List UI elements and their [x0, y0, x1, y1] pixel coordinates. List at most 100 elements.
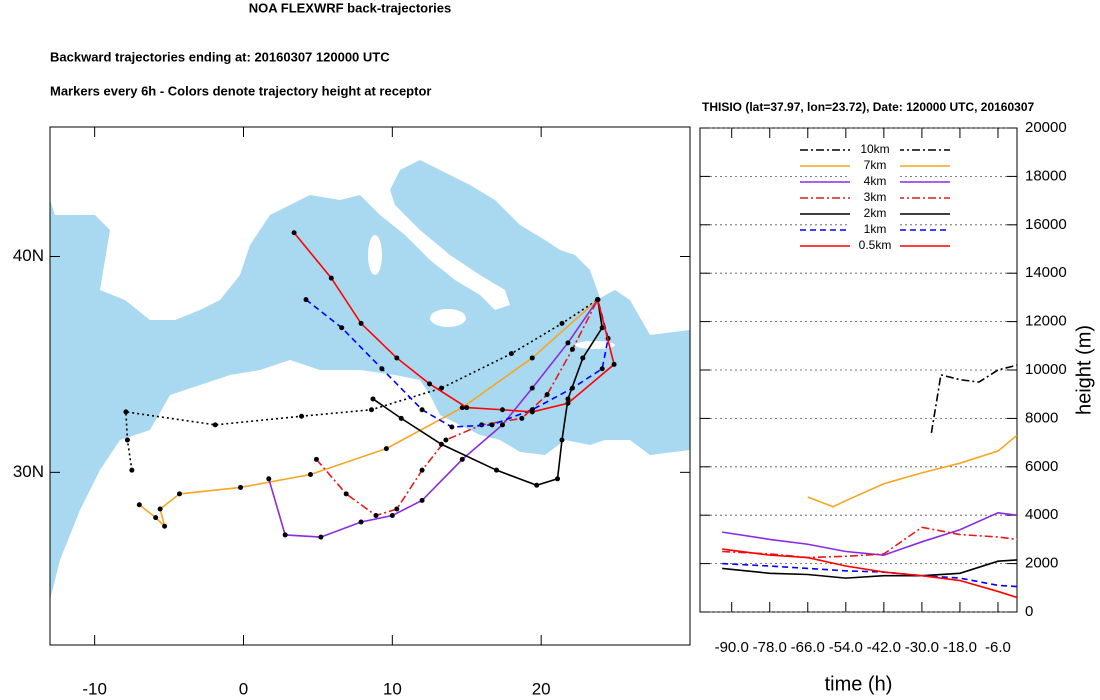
island [430, 309, 466, 327]
marker [394, 506, 400, 512]
marker [519, 415, 525, 421]
marker [389, 513, 395, 518]
marker [339, 325, 345, 331]
legend-bg [850, 191, 900, 205]
marker [529, 355, 535, 361]
marker [438, 441, 444, 447]
marker [238, 484, 244, 490]
marker [162, 523, 168, 529]
chart-title: THISIO (lat=37.97, lon=23.72), Date: 120… [702, 100, 1035, 114]
marker [499, 422, 505, 428]
map [50, 127, 690, 645]
legend-label: 10km [860, 142, 889, 156]
subtitle: Markers every 6h - Colors denote traject… [50, 83, 431, 98]
marker [307, 471, 313, 477]
y-axis-label: height (m) [1073, 325, 1095, 415]
legend-label: 3km [864, 190, 887, 204]
legend-label: 2km [864, 206, 887, 220]
title: NOA FLEXWRF back-trajectories [249, 0, 452, 15]
marker [383, 446, 389, 452]
chart: -10 0 10 20 30N 40N [13, 127, 690, 698]
marker [379, 366, 385, 372]
x-tick-label: -18.0 [943, 639, 977, 656]
marker [559, 320, 565, 326]
marker [370, 396, 376, 402]
marker [559, 437, 565, 443]
x-tick-label: -42.0 [867, 639, 901, 656]
marker [212, 422, 218, 428]
marker [176, 491, 182, 497]
series-line [807, 434, 1017, 508]
marker [419, 407, 425, 413]
x-tick-label: 0 [239, 679, 248, 698]
marker [427, 381, 433, 387]
legend-bg [850, 159, 900, 173]
y-tick-label: 18000 [1025, 167, 1067, 184]
x-tick-label: -10 [82, 679, 107, 698]
marker [124, 437, 130, 443]
marker [303, 297, 309, 303]
legend-bg [850, 239, 900, 253]
map-frame [49, 126, 691, 646]
series-line [125, 299, 599, 471]
series-line [722, 548, 1017, 599]
marker [282, 532, 288, 538]
legend-label: 1km [864, 222, 887, 236]
series-line [315, 299, 599, 517]
island [575, 341, 615, 349]
marker [508, 351, 514, 357]
land-europe [50, 127, 690, 335]
legend-bg [850, 175, 900, 189]
marker [555, 476, 561, 482]
island [368, 235, 382, 275]
y-tick-label: 20000 [1025, 119, 1067, 136]
marker [489, 422, 495, 428]
marker [318, 534, 324, 540]
marker [368, 407, 374, 413]
marker [595, 297, 601, 303]
marker [565, 400, 571, 406]
x-axis-label: time (h) [825, 673, 893, 695]
series-layer [123, 230, 617, 540]
marker [394, 355, 400, 361]
chart: -90.0 -78.0 -66.0 -54.0 -42.0 -30.0 -18.0 -6.0 0… [700, 100, 1095, 695]
marker [129, 467, 135, 473]
marker [398, 415, 404, 421]
marker [123, 409, 129, 415]
marker [373, 513, 379, 518]
x-tick-label: -54.0 [829, 639, 863, 656]
marker [611, 361, 617, 367]
marker [266, 476, 272, 482]
marker [157, 506, 163, 512]
series-line [722, 559, 1017, 579]
marker [499, 407, 505, 413]
marker [544, 392, 550, 398]
x-tick-label: 10 [383, 679, 402, 698]
marker [565, 396, 571, 402]
x-tick-label: -78.0 [753, 639, 787, 656]
y-tick-label: 2000 [1025, 555, 1058, 572]
legend-label: 4km [864, 174, 887, 188]
marker [299, 413, 305, 419]
y-tick-label: 4000 [1025, 506, 1058, 523]
legend-bg [850, 223, 900, 237]
series-layer [722, 364, 1017, 599]
marker [343, 491, 349, 497]
marker [291, 230, 297, 236]
y-tick-label: 0 [1025, 603, 1033, 620]
marker [529, 385, 535, 391]
marker [565, 340, 571, 346]
marker [419, 497, 425, 503]
y-tick-label: 16000 [1025, 216, 1067, 233]
y-tick-label: 40N [13, 246, 44, 265]
series-line [930, 364, 1017, 434]
y-tick-label: 30N [13, 462, 44, 481]
marker [449, 424, 455, 430]
y-tick-label: 6000 [1025, 458, 1058, 475]
legend-label: 0.5km [859, 238, 892, 252]
marker [313, 456, 319, 462]
legend-bg [850, 143, 900, 157]
marker [438, 385, 444, 391]
series-line [722, 562, 1017, 588]
